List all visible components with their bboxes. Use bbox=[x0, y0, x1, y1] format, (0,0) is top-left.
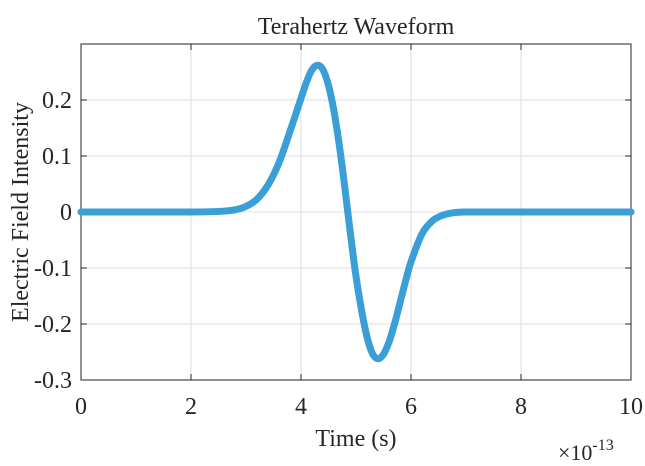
x-exponent-base: ×10 bbox=[558, 440, 592, 465]
x-tick-label: 6 bbox=[405, 394, 417, 420]
x-exponent-power: -13 bbox=[592, 437, 613, 454]
series-line-electric-field bbox=[77, 61, 635, 363]
y-tick-label: -0.2 bbox=[34, 312, 72, 338]
x-tick-label: 4 bbox=[295, 394, 307, 420]
x-tick-label: 10 bbox=[619, 394, 643, 420]
y-tick-label: 0.1 bbox=[42, 144, 72, 170]
chart-title: Terahertz Waveform bbox=[258, 14, 455, 40]
axis-ticks: 0 2 4 6 8 10 -0.3 -0.2 -0.1 0 0.1 0.2 bbox=[34, 44, 643, 420]
y-tick-label: -0.3 bbox=[34, 368, 72, 394]
x-axis-label: Time (s) bbox=[315, 426, 396, 452]
y-tick-label: 0.2 bbox=[42, 88, 72, 114]
x-axis-exponent: ×10-13 bbox=[558, 437, 614, 465]
y-axis-label: Electric Field Intensity bbox=[8, 102, 34, 322]
x-tick-label: 0 bbox=[75, 394, 87, 420]
y-tick-label: -0.1 bbox=[34, 256, 72, 282]
y-tick-label: 0 bbox=[60, 200, 72, 226]
x-tick-label: 8 bbox=[515, 394, 527, 420]
x-tick-label: 2 bbox=[185, 394, 197, 420]
